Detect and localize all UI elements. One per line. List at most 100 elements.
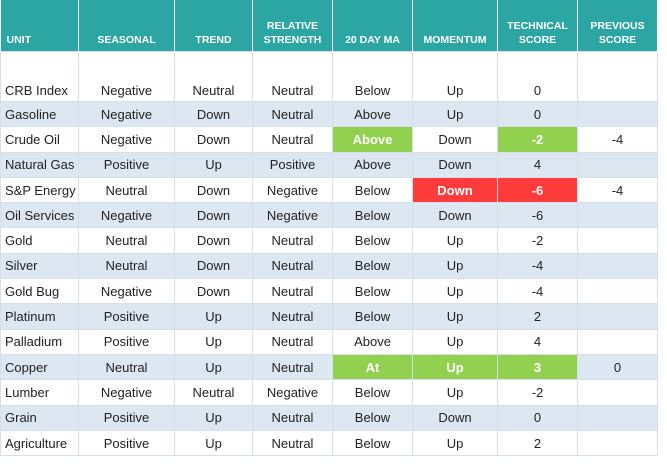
table-cell: Gasoline [0, 100, 79, 128]
table-row: Crude Oil Negative Down Neutral Above Down -2-… [0, 126, 658, 153]
table-cell: Neutral [78, 227, 175, 254]
table-cell: Up [174, 429, 253, 457]
table-cell: Neutral [252, 404, 333, 431]
table-cell [577, 303, 658, 330]
table-cell: 0 [497, 51, 578, 102]
table-cell: Positive [78, 151, 175, 178]
header-row: UNIT SEASONAL TREND RELATIVE STRENGTH 20 DAY… [0, 0, 658, 52]
table-cell: Up [174, 151, 253, 178]
table-cell: Up [174, 353, 253, 381]
table-cell: Below [332, 429, 413, 457]
table-cell: 0 [497, 100, 578, 128]
table-row: Oil Services Negative Down Negative Below Dow… [0, 202, 658, 229]
table-row: Grain Positive Up Neutral Below Down 0 [0, 404, 658, 431]
table-cell [577, 379, 658, 406]
table-cell: Neutral [78, 176, 175, 204]
table-body: CRB Index Negative Neutral Neutral Below Up 0 G… [0, 51, 658, 457]
table-cell: Lumber [0, 379, 79, 406]
table-cell: Negative [252, 379, 333, 406]
table-cell: Agriculture [0, 429, 79, 457]
column-header: RELATIVE STRENGTH [252, 0, 333, 52]
table-cell: Neutral [78, 252, 175, 280]
table-cell: -4 [497, 252, 578, 280]
table-cell [577, 51, 658, 102]
table-cell: Neutral [252, 126, 333, 153]
table-cell: Positive [78, 328, 175, 355]
column-header: SEASONAL [78, 0, 175, 52]
table-row: S&P Energy Neutral Down Negative Below Down -6… [0, 176, 658, 204]
column-header: TREND [174, 0, 253, 52]
table-cell: Down [174, 252, 253, 280]
table-cell: Up [412, 328, 498, 355]
table-cell: CRB Index [0, 51, 79, 102]
table-cell: Neutral [252, 278, 333, 305]
table-cell: Positive [78, 303, 175, 330]
table-cell: Crude Oil [0, 126, 79, 153]
table-cell: Negative [78, 379, 175, 406]
table-cell: Up [412, 100, 498, 128]
table-row: Lumber Negative Neutral Negative Below Up -2 [0, 379, 658, 406]
table-cell: Above [332, 151, 413, 178]
table-row: Natural Gas Positive Up Positive Above Down 4 [0, 151, 658, 178]
table-cell [577, 328, 658, 355]
table-cell [577, 202, 658, 229]
table-cell: Down [174, 227, 253, 254]
table-cell: Neutral [174, 379, 253, 406]
table-cell: At [332, 353, 413, 381]
table-cell: Neutral [252, 252, 333, 280]
table-row: Gold Neutral Down Neutral Below Up -2 [0, 227, 658, 254]
table-cell: -6 [497, 176, 578, 204]
table-cell: Down [174, 126, 253, 153]
table-cell [577, 278, 658, 305]
table-row: Palladium Positive Up Neutral Above Up 4 [0, 328, 658, 355]
table-cell: Below [332, 303, 413, 330]
table-cell: -4 [577, 176, 658, 204]
column-header: TECHNICAL SCORE [497, 0, 578, 52]
table-cell: Gold Bug [0, 278, 79, 305]
table-cell: Below [332, 51, 413, 102]
table-cell: Neutral [174, 51, 253, 102]
table-cell: 0 [577, 353, 658, 381]
table-cell: -6 [497, 202, 578, 229]
table-cell: Above [332, 126, 413, 153]
table-cell: Below [332, 202, 413, 229]
table-row: Copper Neutral Up Neutral At Up 3 0 [0, 353, 658, 381]
table-cell: Neutral [252, 303, 333, 330]
table-cell: Negative [78, 51, 175, 102]
table-cell: Neutral [252, 328, 333, 355]
column-header: PREVIOUS SCORE [577, 0, 658, 52]
table-cell: Palladium [0, 328, 79, 355]
table-cell: Positive [252, 151, 333, 178]
table-cell: Below [332, 227, 413, 254]
column-header: 20 DAY MA [332, 0, 413, 52]
table-cell [577, 429, 658, 457]
table-cell: Up [174, 328, 253, 355]
column-header: UNIT [0, 0, 79, 52]
table-row: CRB Index Negative Neutral Neutral Below Up 0 [0, 51, 658, 102]
table-cell: Negative [78, 126, 175, 153]
table-cell: Up [412, 353, 498, 381]
table-cell: Positive [78, 404, 175, 431]
table-cell: Below [332, 404, 413, 431]
table-cell: -4 [577, 126, 658, 153]
table-cell: Neutral [78, 353, 175, 381]
table-cell: Neutral [252, 429, 333, 457]
table-cell: -2 [497, 379, 578, 406]
table-row: Silver Neutral Down Neutral Below Up -4 [0, 252, 658, 280]
table-cell: Grain [0, 404, 79, 431]
table-cell: Up [412, 303, 498, 330]
table-cell: Positive [78, 429, 175, 457]
table-cell: Platinum [0, 303, 79, 330]
table-cell: Down [174, 100, 253, 128]
table-cell: Oil Services [0, 202, 79, 229]
table-row: Agriculture Positive Up Neutral Below Up 2 [0, 429, 658, 457]
table-cell: Down [174, 176, 253, 204]
table-cell: Neutral [252, 100, 333, 128]
table-cell: Down [412, 202, 498, 229]
table-cell: Natural Gas [0, 151, 79, 178]
table-cell [577, 252, 658, 280]
table-cell: 2 [497, 429, 578, 457]
table-cell: Negative [78, 202, 175, 229]
table-cell: Neutral [252, 353, 333, 381]
table-cell: Silver [0, 252, 79, 280]
